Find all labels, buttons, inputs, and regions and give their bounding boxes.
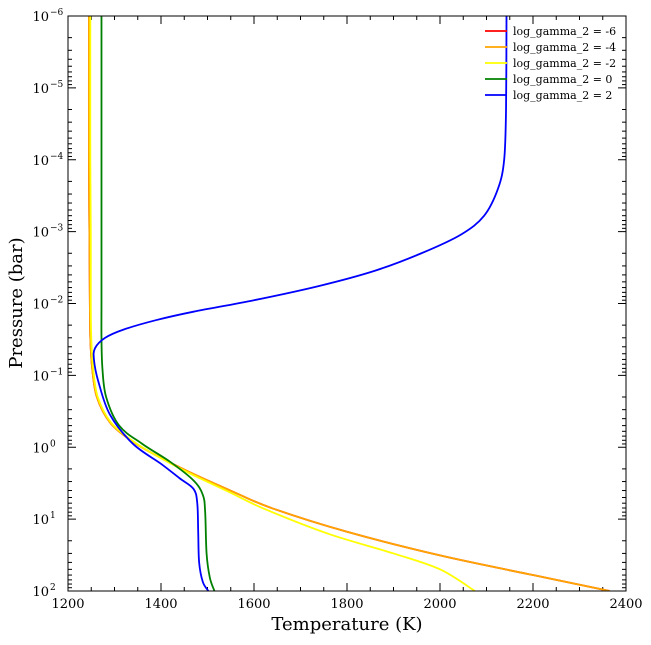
y-tick-label: 10 bbox=[32, 154, 49, 169]
y-tick-exponent: 2 bbox=[50, 583, 56, 593]
y-tick-exponent: 1 bbox=[50, 511, 56, 521]
y-tick-exponent: −5 bbox=[50, 80, 64, 90]
legend-label: log_gamma_2 = 2 bbox=[513, 89, 612, 102]
y-tick-label: 10 bbox=[32, 513, 49, 528]
x-tick-label: 1600 bbox=[237, 597, 270, 612]
legend-label: log_gamma_2 = -2 bbox=[513, 57, 616, 70]
y-tick-exponent: −3 bbox=[50, 224, 64, 234]
y-tick-exponent: −2 bbox=[50, 296, 63, 306]
y-tick-label: 10 bbox=[32, 585, 49, 600]
x-tick-label: 1400 bbox=[144, 597, 177, 612]
x-tick-label: 2000 bbox=[423, 597, 456, 612]
x-tick-label: 1800 bbox=[330, 597, 363, 612]
y-tick-label: 10 bbox=[32, 298, 49, 313]
legend-label: log_gamma_2 = 0 bbox=[513, 73, 612, 86]
legend-label: log_gamma_2 = -4 bbox=[513, 41, 616, 54]
x-axis-ticks: 1200 1400 1600 1800 2000 2200 2400 bbox=[51, 16, 643, 612]
y-tick-exponent: −6 bbox=[50, 8, 64, 18]
x-tick-label: 1200 bbox=[51, 597, 84, 612]
plot-frame bbox=[67, 15, 627, 592]
series-lines bbox=[87, 16, 610, 591]
y-tick-label: 10 bbox=[32, 226, 49, 241]
y-axis-label: Pressure (bar) bbox=[6, 237, 27, 368]
y-tick-label: 10 bbox=[32, 369, 49, 384]
y-tick-label: 10 bbox=[32, 82, 49, 97]
y-tick-exponent: 0 bbox=[50, 439, 56, 449]
y-tick-exponent: −1 bbox=[50, 367, 63, 377]
legend-label: log_gamma_2 = -6 bbox=[513, 25, 616, 38]
series-line-1 bbox=[87, 16, 610, 591]
x-tick-label: 2200 bbox=[516, 597, 549, 612]
x-tick-label: 2400 bbox=[609, 597, 642, 612]
y-tick-label: 10 bbox=[32, 10, 49, 25]
y-tick-exponent: −4 bbox=[50, 152, 64, 162]
series-line-4 bbox=[92, 16, 508, 591]
x-axis-label: Temperature (K) bbox=[271, 614, 422, 635]
series-line-2 bbox=[89, 16, 476, 591]
series-line-0 bbox=[87, 16, 610, 591]
legend: log_gamma_2 = -6 log_gamma_2 = -4 log_gamm… bbox=[485, 25, 616, 102]
series-line-3 bbox=[100, 16, 216, 591]
y-tick-label: 10 bbox=[32, 441, 49, 456]
